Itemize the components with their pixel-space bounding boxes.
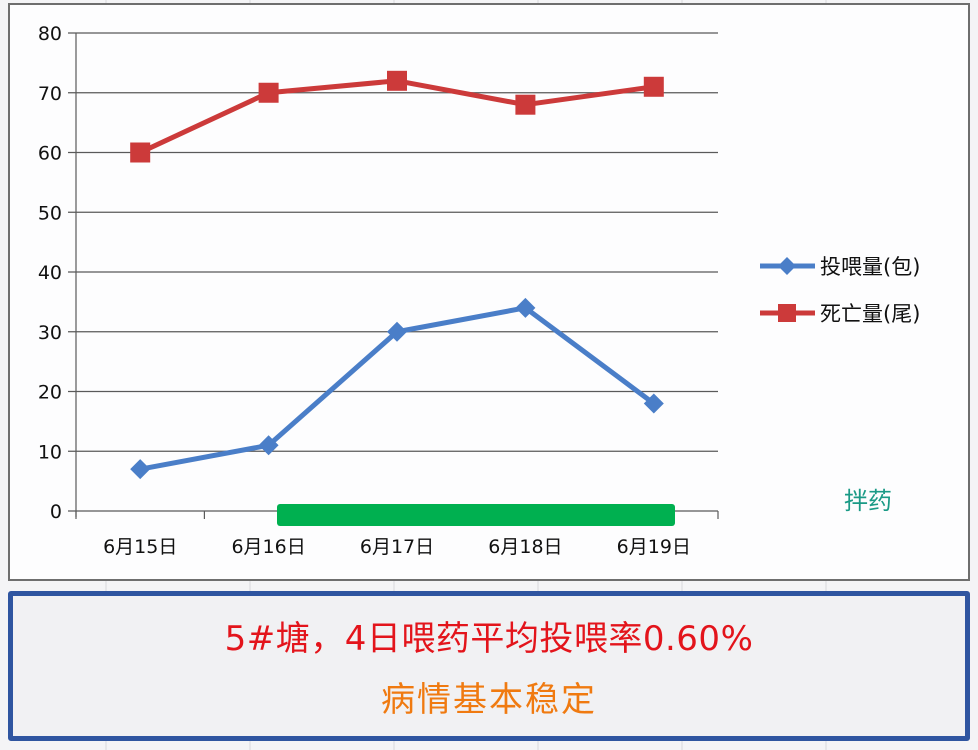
x-tick-label: 6月15日 <box>103 536 177 558</box>
data-point-diamond[interactable] <box>258 435 279 456</box>
y-tick-label: 20 <box>38 382 62 404</box>
data-point-square[interactable] <box>515 94 536 115</box>
y-tick-label: 10 <box>38 441 62 463</box>
y-tick-label: 30 <box>38 322 62 344</box>
data-point-square[interactable] <box>387 70 407 91</box>
x-tick-label: 6月18日 <box>488 536 562 558</box>
legend-item-mortality[interactable]: 死亡量(尾) <box>760 302 920 326</box>
x-tick-label: 6月16日 <box>231 536 305 558</box>
series-feeding <box>130 297 664 480</box>
y-tick-label: 70 <box>38 83 62 105</box>
y-tick-label: 80 <box>38 23 62 45</box>
legend: 投喂量(包) 死亡量(尾) <box>760 255 920 326</box>
legend-label: 死亡量(尾) <box>820 302 920 326</box>
y-tick-label: 0 <box>50 501 62 523</box>
diamond-marker-icon <box>778 257 796 275</box>
data-point-diamond[interactable] <box>130 459 151 480</box>
series-mortality <box>130 70 664 163</box>
data-point-diamond[interactable] <box>387 321 407 342</box>
square-marker-icon <box>778 304 796 322</box>
medication-period-bar <box>277 504 675 526</box>
y-tick-label: 60 <box>38 143 62 165</box>
note-line-condition: 病情基本稳定 <box>381 680 597 720</box>
legend-item-feeding[interactable]: 投喂量(包) <box>760 255 920 279</box>
chart-area[interactable]: 0 10 20 30 40 50 60 70 80 6月15日 6月16日 6月17日 6月18日 6月1… <box>8 3 970 581</box>
series-line <box>139 78 655 155</box>
data-point-diamond[interactable] <box>643 393 664 414</box>
line-chart: 0 10 20 30 40 50 60 70 80 6月15日 6月16日 6月17日 6月18日 6月1… <box>38 23 921 558</box>
legend-label: 投喂量(包) <box>820 255 920 279</box>
summary-note: 5#塘，4日喂药平均投喂率0.60% 病情基本稳定 <box>8 591 970 741</box>
data-point-square[interactable] <box>258 82 279 103</box>
y-tick-label: 50 <box>38 202 62 224</box>
x-tick-label: 6月17日 <box>360 536 434 558</box>
data-point-diamond[interactable] <box>515 297 536 318</box>
data-point-square[interactable] <box>643 76 664 97</box>
x-tick-label: 6月19日 <box>617 536 691 558</box>
note-line-feeding-rate: 5#塘，4日喂药平均投喂率0.60% <box>224 619 754 659</box>
medication-label: 拌药 <box>844 487 892 515</box>
data-point-square[interactable] <box>130 142 151 163</box>
y-tick-label: 40 <box>38 262 62 284</box>
